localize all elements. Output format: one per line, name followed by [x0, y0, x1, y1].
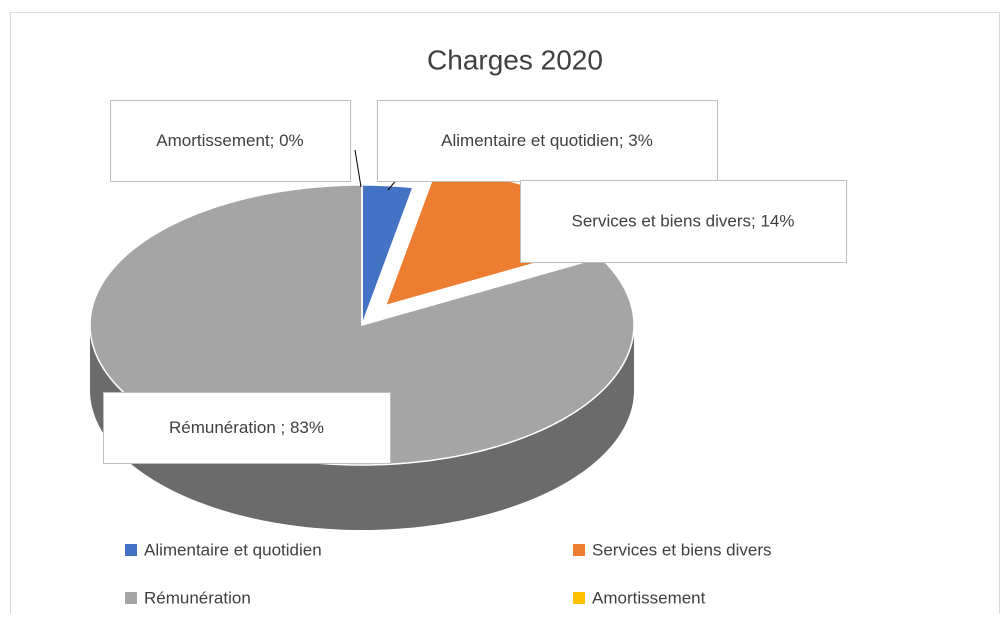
data-label: Rémunération ; 83% [169, 418, 324, 437]
data-label: Services et biens divers; 14% [572, 211, 795, 230]
legend-swatch [125, 544, 137, 556]
data-label: Amortissement; 0% [156, 131, 303, 150]
slice [361, 184, 415, 326]
legend-label: Amortissement [592, 588, 706, 607]
legend-swatch [125, 592, 137, 604]
leader-line [354, 149, 362, 188]
data-label: Alimentaire et quotidien; 3% [441, 131, 653, 150]
data-label-box [103, 392, 391, 464]
legend-label: Services et biens divers [592, 540, 772, 559]
legend-label: Alimentaire et quotidien [144, 540, 322, 559]
slice-side-shade [90, 325, 634, 530]
legend-swatch [573, 544, 585, 556]
data-label-box [520, 180, 847, 263]
chart-title: Charges 2020 [427, 44, 603, 75]
slice-side [90, 325, 634, 530]
data-label-box [110, 100, 351, 182]
data-label-box [377, 100, 718, 182]
legend-swatch [573, 592, 585, 604]
legend-label: Rémunération [144, 588, 251, 607]
